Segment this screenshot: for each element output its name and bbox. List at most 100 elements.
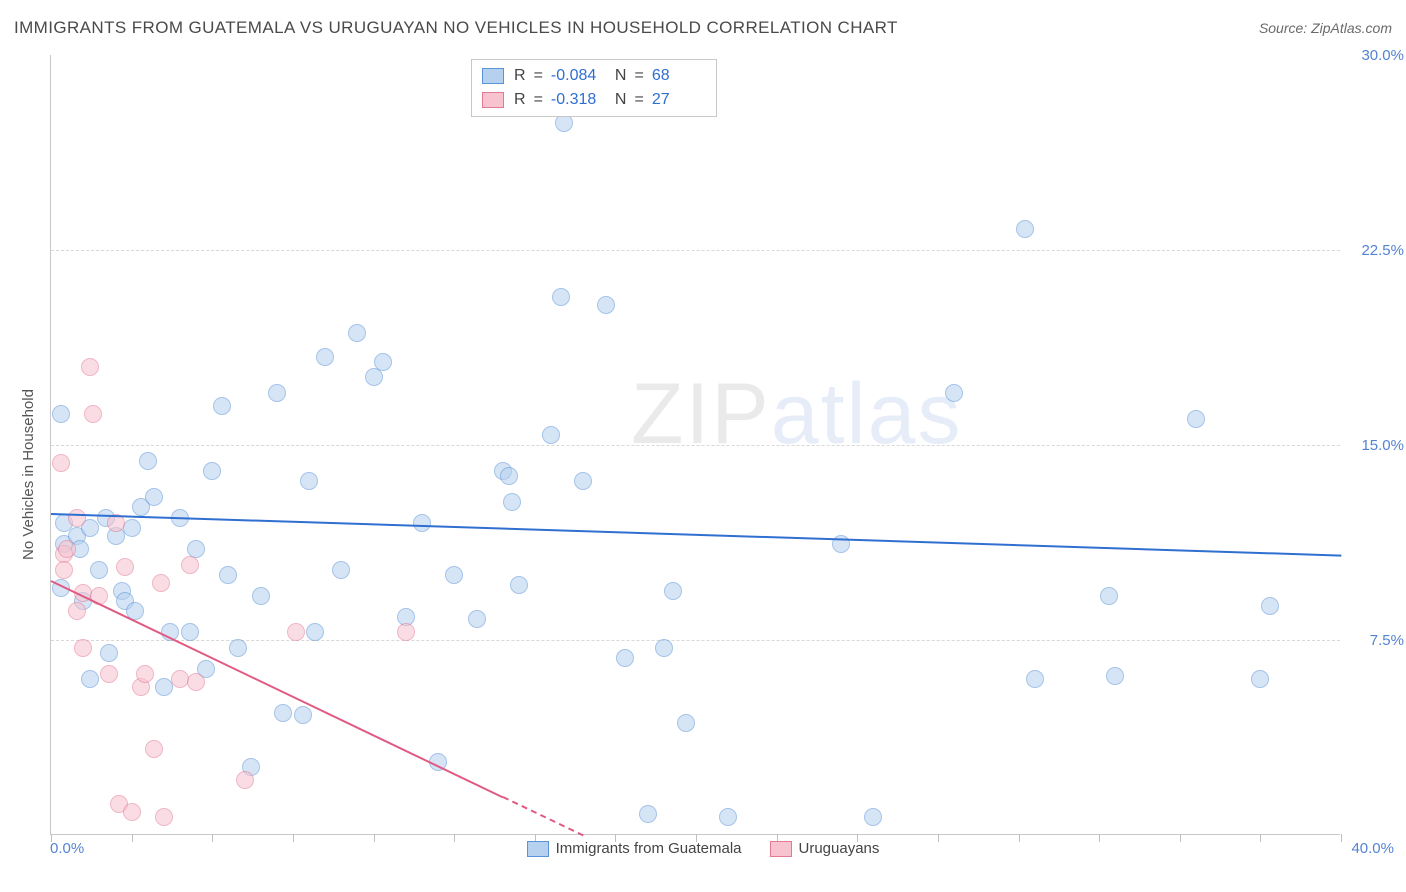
series-legend-item-uruguay: Uruguayans bbox=[770, 840, 880, 857]
data-point-guatemala bbox=[213, 397, 231, 415]
data-point-guatemala bbox=[219, 566, 237, 584]
data-point-guatemala bbox=[374, 353, 392, 371]
data-point-uruguay bbox=[236, 771, 254, 789]
legend-eq: = bbox=[634, 64, 643, 88]
data-point-guatemala bbox=[945, 384, 963, 402]
legend-swatch bbox=[770, 841, 792, 857]
data-point-guatemala bbox=[100, 644, 118, 662]
data-point-guatemala bbox=[664, 582, 682, 600]
data-point-guatemala bbox=[1100, 587, 1118, 605]
data-point-uruguay bbox=[81, 358, 99, 376]
legend-eq: = bbox=[534, 88, 543, 112]
legend-N-label: N bbox=[615, 88, 627, 112]
watermark-part1: ZIP bbox=[631, 366, 771, 462]
data-point-guatemala bbox=[252, 587, 270, 605]
data-point-guatemala bbox=[413, 514, 431, 532]
data-point-uruguay bbox=[74, 639, 92, 657]
data-point-guatemala bbox=[300, 472, 318, 490]
legend-R-value: -0.318 bbox=[551, 88, 605, 112]
data-point-guatemala bbox=[510, 576, 528, 594]
y-tick-label: 15.0% bbox=[1361, 437, 1404, 454]
data-point-guatemala bbox=[123, 519, 141, 537]
gridline bbox=[51, 445, 1340, 446]
y-tick-label: 7.5% bbox=[1370, 632, 1404, 649]
legend-swatch bbox=[482, 68, 504, 84]
data-point-guatemala bbox=[274, 704, 292, 722]
data-point-uruguay bbox=[116, 558, 134, 576]
series-legend: Immigrants from Guatemala Uruguayans bbox=[0, 840, 1406, 857]
data-point-guatemala bbox=[639, 805, 657, 823]
correlation-legend: R = -0.084 N = 68R = -0.318 N = 27 bbox=[471, 59, 717, 117]
data-point-guatemala bbox=[864, 808, 882, 826]
legend-R-value: -0.084 bbox=[551, 64, 605, 88]
source-name: ZipAtlas.com bbox=[1311, 20, 1392, 36]
data-point-guatemala bbox=[503, 493, 521, 511]
data-point-uruguay bbox=[68, 602, 86, 620]
y-tick-label: 22.5% bbox=[1361, 242, 1404, 259]
gridline bbox=[51, 250, 1340, 251]
data-point-guatemala bbox=[719, 808, 737, 826]
data-point-guatemala bbox=[294, 706, 312, 724]
data-point-guatemala bbox=[616, 649, 634, 667]
data-point-guatemala bbox=[81, 670, 99, 688]
trend-line bbox=[51, 580, 503, 798]
data-point-guatemala bbox=[1106, 667, 1124, 685]
data-point-uruguay bbox=[145, 740, 163, 758]
trend-line bbox=[502, 796, 583, 836]
series-legend-label: Immigrants from Guatemala bbox=[556, 840, 742, 857]
data-point-uruguay bbox=[68, 509, 86, 527]
data-point-guatemala bbox=[445, 566, 463, 584]
data-point-uruguay bbox=[187, 673, 205, 691]
y-tick-label: 30.0% bbox=[1361, 47, 1404, 64]
legend-N-value: 27 bbox=[652, 88, 706, 112]
data-point-guatemala bbox=[365, 368, 383, 386]
data-point-guatemala bbox=[597, 296, 615, 314]
legend-N-value: 68 bbox=[652, 64, 706, 88]
series-legend-item-guatemala: Immigrants from Guatemala bbox=[527, 840, 742, 857]
data-point-uruguay bbox=[58, 540, 76, 558]
data-point-uruguay bbox=[123, 803, 141, 821]
data-point-uruguay bbox=[397, 623, 415, 641]
legend-N-label: N bbox=[615, 64, 627, 88]
y-axis-label: No Vehicles in Household bbox=[20, 389, 37, 560]
data-point-guatemala bbox=[52, 405, 70, 423]
legend-swatch bbox=[527, 841, 549, 857]
data-point-guatemala bbox=[332, 561, 350, 579]
data-point-guatemala bbox=[1187, 410, 1205, 428]
watermark-part2: atlas bbox=[771, 366, 963, 462]
data-point-guatemala bbox=[655, 639, 673, 657]
data-point-guatemala bbox=[181, 623, 199, 641]
source-prefix: Source: bbox=[1259, 20, 1311, 36]
data-point-guatemala bbox=[1026, 670, 1044, 688]
legend-swatch bbox=[482, 92, 504, 108]
data-point-guatemala bbox=[203, 462, 221, 480]
chart-header: IMMIGRANTS FROM GUATEMALA VS URUGUAYAN N… bbox=[14, 18, 1392, 38]
data-point-guatemala bbox=[468, 610, 486, 628]
data-point-uruguay bbox=[136, 665, 154, 683]
data-point-uruguay bbox=[181, 556, 199, 574]
data-point-uruguay bbox=[100, 665, 118, 683]
source-attribution: Source: ZipAtlas.com bbox=[1259, 20, 1392, 36]
data-point-guatemala bbox=[500, 467, 518, 485]
data-point-guatemala bbox=[1016, 220, 1034, 238]
legend-eq: = bbox=[634, 88, 643, 112]
data-point-uruguay bbox=[155, 808, 173, 826]
data-point-guatemala bbox=[316, 348, 334, 366]
trend-line bbox=[51, 513, 1341, 557]
data-point-guatemala bbox=[552, 288, 570, 306]
correlation-legend-row-uruguay: R = -0.318 N = 27 bbox=[482, 88, 706, 112]
data-point-uruguay bbox=[287, 623, 305, 641]
data-point-guatemala bbox=[1251, 670, 1269, 688]
data-point-guatemala bbox=[229, 639, 247, 657]
data-point-uruguay bbox=[52, 454, 70, 472]
watermark: ZIPatlas bbox=[631, 365, 962, 464]
data-point-uruguay bbox=[152, 574, 170, 592]
data-point-guatemala bbox=[348, 324, 366, 342]
legend-R-label: R bbox=[514, 64, 526, 88]
data-point-guatemala bbox=[1261, 597, 1279, 615]
data-point-guatemala bbox=[677, 714, 695, 732]
data-point-guatemala bbox=[268, 384, 286, 402]
series-legend-label: Uruguayans bbox=[799, 840, 880, 857]
correlation-legend-row-guatemala: R=-0.084N=68 bbox=[482, 64, 706, 88]
legend-R-label: R bbox=[514, 88, 526, 112]
